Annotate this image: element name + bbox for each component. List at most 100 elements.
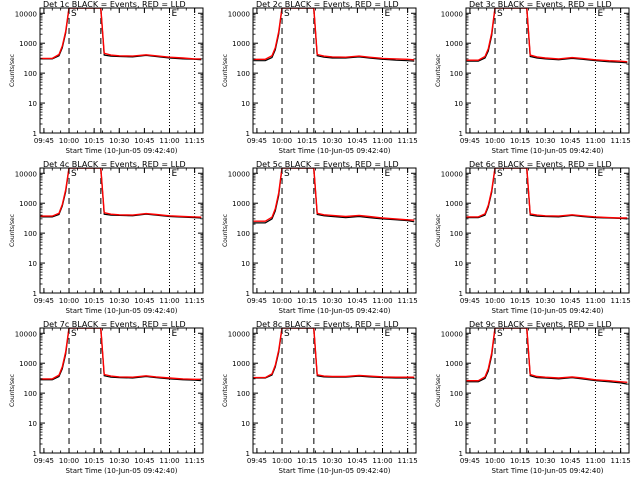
y-tick-label: 1000: [19, 40, 37, 48]
x-tick-label: 11:00: [372, 137, 392, 145]
panel-title: Det 7c BLACK = Events, RED = LLD: [43, 320, 186, 329]
chart-panel-3: S E 1 10 100 1000 10000 09:45 10:00 10:15 10:30 10:…: [435, 0, 631, 155]
marker-label: S: [284, 9, 290, 19]
y-tick-label: 1000: [232, 360, 250, 368]
x-tick-label: 10:30: [322, 457, 342, 465]
x-tick-label: 10:15: [84, 137, 104, 145]
x-tick-label: 11:15: [611, 137, 631, 145]
series-line-lld: [466, 168, 628, 219]
y-tick-label: 100: [24, 70, 37, 78]
x-axis-label: Start Time (10-Jun-05 09:42:40): [492, 467, 604, 475]
x-tick-label: 10:00: [272, 457, 292, 465]
chart-panel-2: S E 1 10 100 1000 10000 09:45 10:00 10:15 10:30 10:…: [222, 0, 418, 155]
x-tick-label: 10:45: [347, 297, 367, 305]
x-tick-label: 11:15: [398, 297, 418, 305]
x-tick-label: 09:45: [34, 137, 54, 145]
plot-frame: [252, 327, 417, 454]
x-tick-label: 11:00: [372, 457, 392, 465]
chart-panel-8: S E 1 10 100 1000 10000 09:45 10:00 10:15 10:30 10:…: [222, 320, 418, 475]
x-tick-label: 10:45: [134, 457, 154, 465]
plot-frame: [465, 7, 630, 134]
panel-title: Det 3c BLACK = Events, RED = LLD: [469, 0, 612, 9]
y-tick-label: 10: [454, 420, 463, 428]
x-tick-label: 11:00: [159, 297, 179, 305]
y-tick-label: 10: [28, 100, 37, 108]
y-tick-label: 1000: [445, 40, 463, 48]
panel-title: Det 9c BLACK = Events, RED = LLD: [469, 320, 612, 329]
y-tick-label: 1000: [19, 360, 37, 368]
x-tick-label: 11:15: [611, 457, 631, 465]
y-tick-label: 10000: [441, 10, 463, 18]
marker-label: E: [172, 169, 178, 179]
y-axis-label: Counts/sec: [435, 374, 442, 407]
y-tick-label: 10: [28, 420, 37, 428]
panel-title: Det 4c BLACK = Events, RED = LLD: [43, 160, 186, 169]
chart-panel-6: S E 1 10 100 1000 10000 09:45 10:00 10:15 10:30 10:…: [435, 160, 631, 315]
y-tick-label: 100: [450, 390, 463, 398]
y-axis-label: Counts/sec: [222, 214, 229, 247]
x-tick-label: 11:00: [159, 457, 179, 465]
x-tick-label: 10:00: [272, 137, 292, 145]
chart-panel-5: S E 1 10 100 1000 10000 09:45 10:00 10:15 10:30 10:…: [222, 160, 418, 315]
y-tick-label: 1000: [445, 200, 463, 208]
y-axis-label: Counts/sec: [9, 54, 16, 87]
x-tick-label: 10:00: [59, 297, 79, 305]
y-tick-label: 1: [459, 130, 463, 138]
y-tick-label: 1000: [232, 200, 250, 208]
marker-label: S: [497, 9, 503, 19]
y-axis-label: Counts/sec: [222, 374, 229, 407]
y-tick-label: 1: [246, 290, 250, 298]
chart-panel-9: S E 1 10 100 1000 10000 09:45 10:00 10:15 10:30 10:…: [435, 320, 631, 475]
series-line-lld: [40, 168, 202, 218]
y-tick-label: 1: [459, 290, 463, 298]
chart-panel-1: S E 1 10 100 1000 10000 09:45 10:00 10:15 10:30 10:…: [9, 0, 205, 155]
x-tick-label: 10:45: [347, 457, 367, 465]
marker-label: E: [385, 169, 391, 179]
x-tick-label: 09:45: [247, 457, 267, 465]
x-tick-label: 10:00: [485, 297, 505, 305]
y-tick-label: 10: [241, 100, 250, 108]
plot-frame: [39, 327, 204, 454]
x-axis-label: Start Time (10-Jun-05 09:42:40): [492, 307, 604, 315]
marker-label: E: [598, 169, 604, 179]
series-line-events: [466, 8, 628, 64]
x-tick-label: 10:30: [322, 297, 342, 305]
x-tick-label: 10:30: [322, 137, 342, 145]
x-tick-label: 10:30: [535, 137, 555, 145]
series-line-events: [466, 328, 628, 385]
x-tick-label: 10:15: [510, 137, 530, 145]
series-line-events: [253, 8, 415, 62]
y-axis-label: Counts/sec: [222, 54, 229, 87]
chart-panel-4: S E 1 10 100 1000 10000 09:45 10:00 10:15 10:30 10:…: [9, 160, 205, 315]
x-tick-label: 09:45: [247, 137, 267, 145]
x-tick-label: 09:45: [247, 297, 267, 305]
x-axis-label: Start Time (10-Jun-05 09:42:40): [279, 307, 391, 315]
y-tick-label: 100: [237, 390, 250, 398]
marker-label: S: [284, 169, 290, 179]
x-tick-label: 10:45: [560, 297, 580, 305]
x-tick-label: 09:45: [460, 137, 480, 145]
x-tick-label: 10:15: [510, 297, 530, 305]
y-tick-label: 10000: [441, 330, 463, 338]
x-tick-label: 10:30: [109, 137, 129, 145]
y-tick-label: 10: [241, 260, 250, 268]
x-tick-label: 10:00: [272, 297, 292, 305]
x-tick-label: 10:30: [109, 297, 129, 305]
x-tick-label: 10:15: [84, 457, 104, 465]
y-axis-label: Counts/sec: [435, 214, 442, 247]
y-axis-label: Counts/sec: [9, 374, 16, 407]
y-tick-label: 10000: [228, 10, 250, 18]
x-tick-label: 11:15: [611, 297, 631, 305]
x-tick-label: 10:15: [297, 137, 317, 145]
y-tick-label: 1000: [445, 360, 463, 368]
x-axis-label: Start Time (10-Jun-05 09:42:40): [66, 147, 178, 155]
marker-label: S: [71, 169, 77, 179]
x-tick-label: 10:00: [485, 457, 505, 465]
x-axis-label: Start Time (10-Jun-05 09:42:40): [66, 467, 178, 475]
panel-title: Det 5c BLACK = Events, RED = LLD: [256, 160, 399, 169]
y-tick-label: 10000: [15, 330, 37, 338]
x-tick-label: 10:15: [84, 297, 104, 305]
y-tick-label: 10: [454, 100, 463, 108]
y-tick-label: 10000: [15, 10, 37, 18]
marker-label: E: [598, 329, 604, 339]
